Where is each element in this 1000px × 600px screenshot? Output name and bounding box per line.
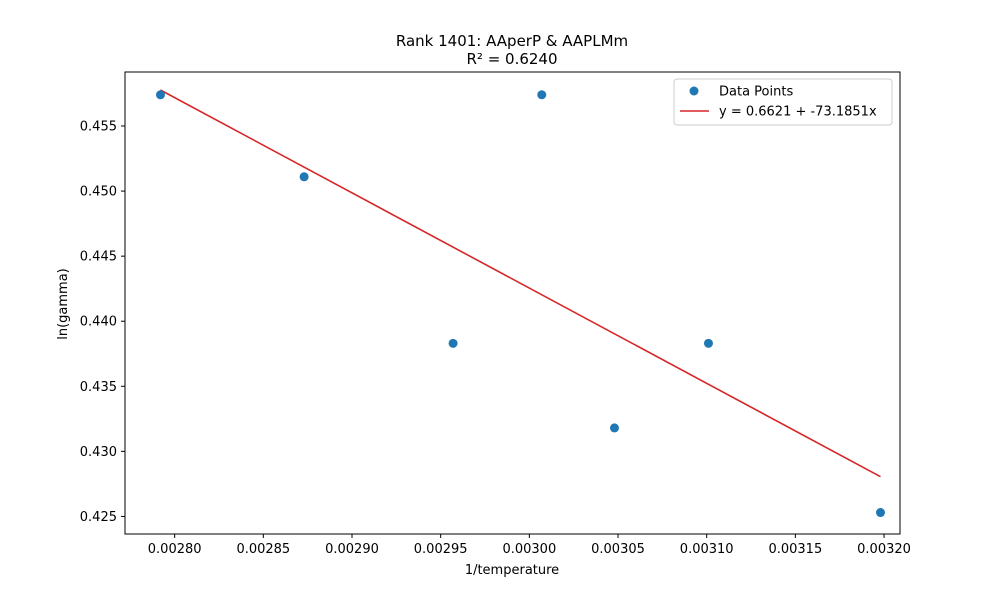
legend-box xyxy=(673,78,893,126)
x-tick-label: 0.00285 xyxy=(236,542,290,557)
chart-title: Rank 1401: AAperP & AAPLMm xyxy=(396,32,628,50)
regression-line xyxy=(160,89,881,478)
axes-frame xyxy=(124,71,901,535)
data-point xyxy=(299,172,309,182)
legend-label-points: Data Points xyxy=(719,85,793,100)
x-tick-label: 0.00280 xyxy=(148,542,202,557)
y-tick-label: 0.435 xyxy=(80,380,117,395)
x-tick-label: 0.00320 xyxy=(857,542,911,557)
plot-area: 0.00280 0.00285 0.00290 0.00295 0.00300 0.003… xyxy=(80,71,911,557)
y-axis-label: ln(gamma) xyxy=(56,268,71,340)
y-tick-label: 0.450 xyxy=(80,185,117,200)
data-point xyxy=(155,90,165,100)
x-tick-label: 0.00305 xyxy=(591,542,645,557)
y-tick-label: 0.425 xyxy=(80,510,117,525)
data-point xyxy=(537,90,547,100)
x-axis-label: 1/temperature xyxy=(465,563,559,578)
x-tick-label: 0.00315 xyxy=(768,542,822,557)
y-tick-label: 0.430 xyxy=(80,445,117,460)
x-tick-label: 0.00295 xyxy=(414,542,468,557)
x-tick-label: 0.00290 xyxy=(325,542,379,557)
data-point xyxy=(875,508,885,518)
x-tick-label: 0.00310 xyxy=(680,542,734,557)
data-point xyxy=(703,338,713,348)
legend: Data Points y = 0.6621 + -73.1851x xyxy=(673,78,893,126)
legend-marker-points xyxy=(689,86,699,96)
data-point xyxy=(609,423,619,433)
chart-subtitle: R² = 0.6240 xyxy=(466,50,557,68)
legend-label-line: y = 0.6621 + -73.1851x xyxy=(719,105,877,120)
y-tick-label: 0.440 xyxy=(80,315,117,330)
data-point xyxy=(448,338,458,348)
y-tick-label: 0.445 xyxy=(80,250,117,265)
x-tick-label: 0.00300 xyxy=(502,542,556,557)
y-tick-label: 0.455 xyxy=(80,120,117,135)
